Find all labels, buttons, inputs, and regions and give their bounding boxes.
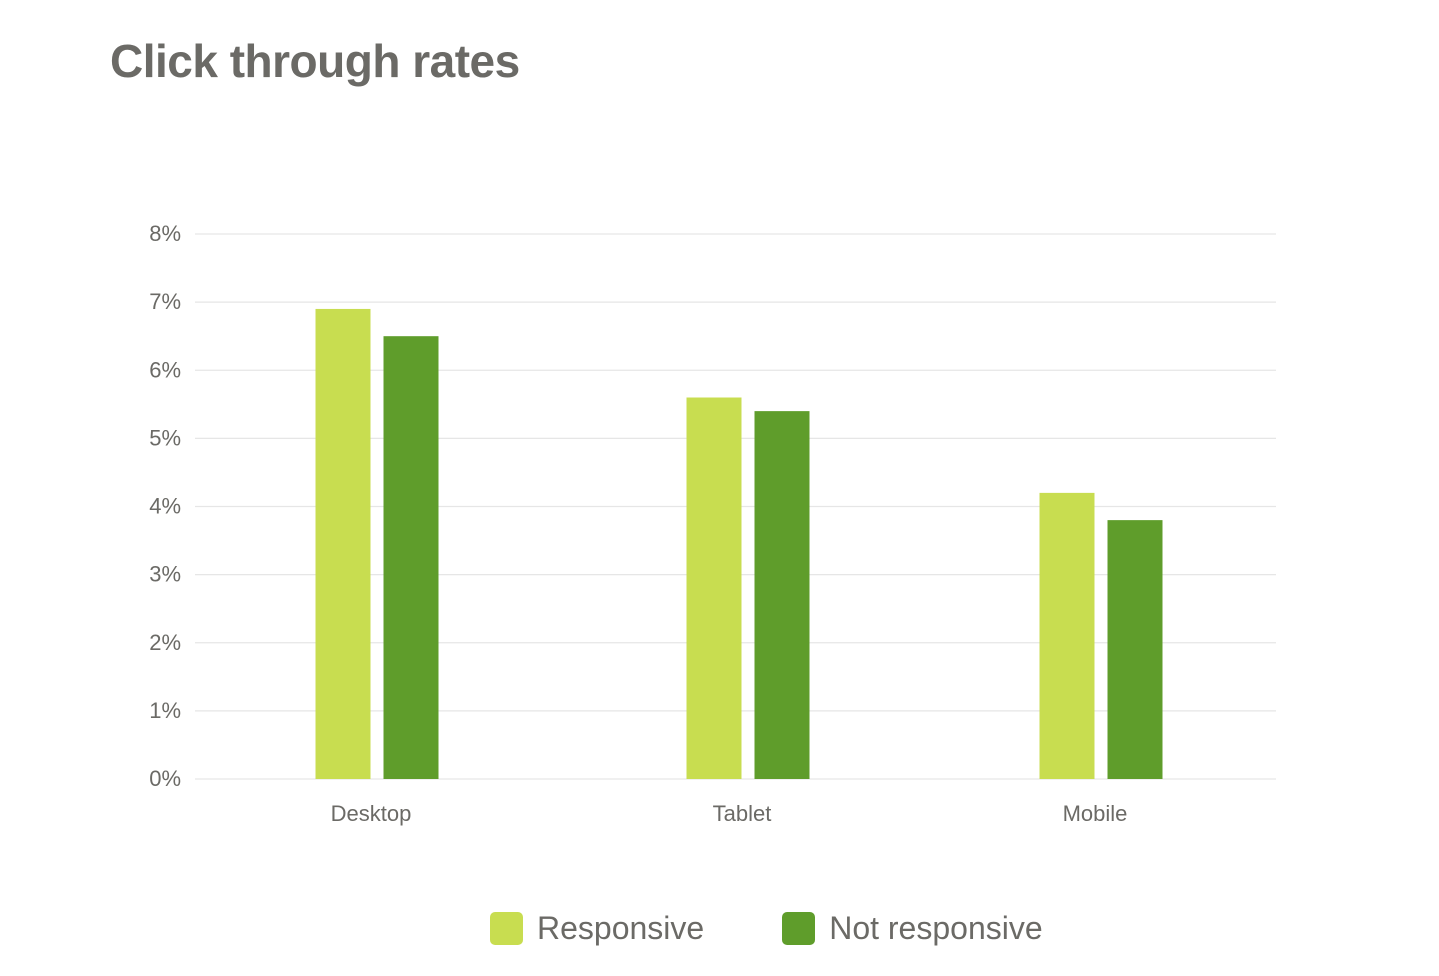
legend-item-responsive: Responsive <box>490 910 704 947</box>
bar-desktop-responsive <box>315 308 371 779</box>
x-category-label: Desktop <box>331 801 412 826</box>
bar-mobile-not-responsive <box>1107 520 1163 779</box>
y-tick-label: 1% <box>149 698 181 723</box>
legend-swatch-responsive <box>490 912 523 945</box>
legend: Responsive Not responsive <box>490 910 1043 947</box>
x-axis-labels: Desktop Tablet Mobile <box>331 801 1128 826</box>
y-tick-label: 3% <box>149 562 181 587</box>
x-category-label: Tablet <box>713 801 772 826</box>
legend-swatch-not-responsive <box>782 912 816 945</box>
y-tick-label: 6% <box>149 357 181 382</box>
bars <box>315 308 1163 779</box>
legend-label-not-responsive: Not responsive <box>829 910 1043 946</box>
y-tick-label: 2% <box>149 630 181 655</box>
y-tick-label: 8% <box>149 221 181 246</box>
bar-chart: 0% 1% 2% 3% 4% 5% 6% 7% 8% Desktop Tablet Mobile <box>149 221 1276 826</box>
chart-title: Click through rates <box>110 35 520 87</box>
y-tick-label: 7% <box>149 289 181 314</box>
bar-tablet-responsive <box>686 397 742 779</box>
legend-item-not-responsive: Not responsive <box>782 910 1043 947</box>
bar-tablet-not-responsive <box>754 411 810 779</box>
y-axis-ticks: 0% 1% 2% 3% 4% 5% 6% 7% 8% <box>149 221 181 791</box>
y-tick-label: 5% <box>149 425 181 450</box>
x-category-label: Mobile <box>1063 801 1128 826</box>
bar-desktop-not-responsive <box>383 336 439 779</box>
y-tick-label: 4% <box>149 494 181 519</box>
bar-mobile-responsive <box>1039 492 1095 779</box>
legend-label-responsive: Responsive <box>537 910 705 946</box>
y-tick-label: 0% <box>149 766 181 791</box>
